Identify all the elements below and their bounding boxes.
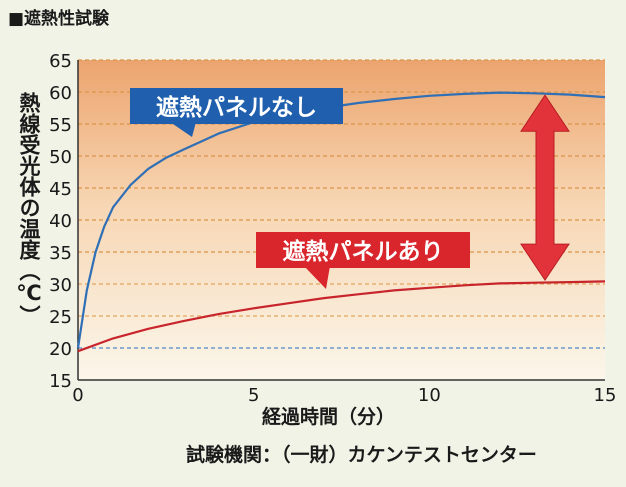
label-with-panel: 遮熱パネルあり bbox=[283, 238, 444, 265]
label-with-panel-pointer bbox=[304, 266, 330, 289]
x-tick-label: 5 bbox=[248, 385, 259, 406]
label-without-panel-pointer bbox=[170, 122, 196, 137]
difference-arrow bbox=[520, 94, 570, 282]
label-without-panel-box bbox=[130, 88, 343, 124]
y-tick-label: 60 bbox=[49, 83, 72, 104]
x-tick-label: 0 bbox=[72, 385, 83, 406]
y-tick-label: 30 bbox=[49, 275, 72, 296]
x-tick-label: 10 bbox=[418, 385, 441, 406]
x-axis-label: 経過時間（分） bbox=[262, 406, 396, 428]
y-tick-label: 45 bbox=[49, 179, 72, 200]
series-line-with-panel bbox=[77, 280, 606, 353]
y-tick-label: 25 bbox=[49, 307, 72, 328]
x-tick-label: 15 bbox=[594, 385, 617, 406]
source-credit: 試験機関：（一財）カケンテストセンター bbox=[186, 444, 537, 466]
y-tick-label: 15 bbox=[49, 371, 72, 392]
y-tick-label: 35 bbox=[49, 243, 72, 264]
label-without-panel: 遮熱パネルなし bbox=[156, 94, 317, 121]
y-tick-label: 65 bbox=[49, 51, 72, 72]
y-axis-label: 熱線受光体の温度（℃） bbox=[17, 92, 41, 326]
y-tick-label: 40 bbox=[49, 211, 72, 232]
y-tick-label: 20 bbox=[49, 339, 72, 360]
label-with-panel-box bbox=[256, 232, 470, 268]
y-tick-label: 50 bbox=[49, 147, 72, 168]
y-tick-label: 55 bbox=[49, 115, 72, 136]
chart-title: ■遮熱性試験 bbox=[8, 9, 110, 29]
